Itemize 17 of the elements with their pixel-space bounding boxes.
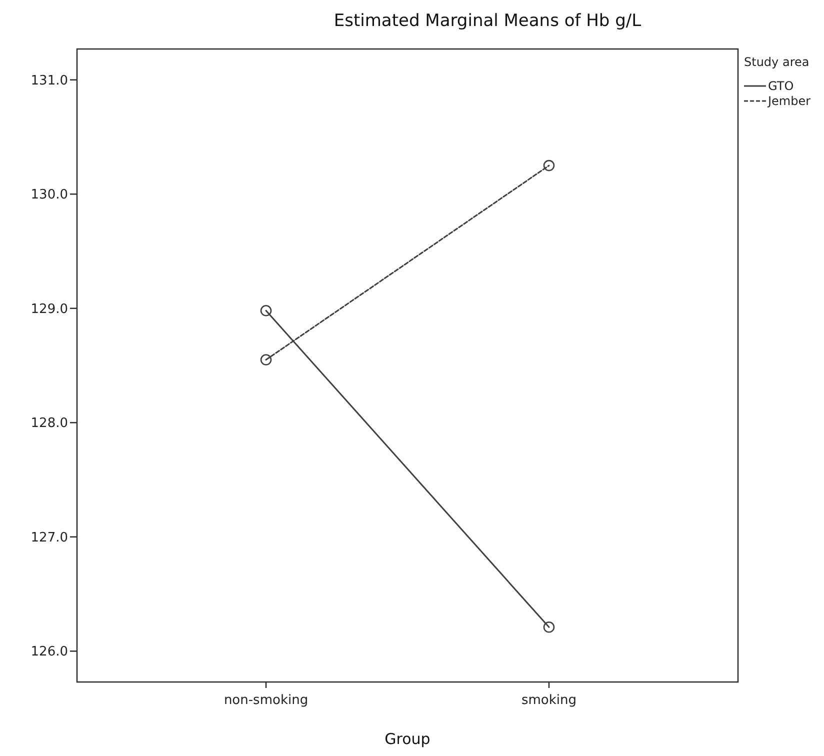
x-tick-label: non-smoking bbox=[224, 693, 308, 708]
chart-title: Estimated Marginal Means of Hb g/L bbox=[334, 11, 642, 31]
legend-label: Jember bbox=[767, 94, 811, 108]
point bbox=[543, 160, 555, 172]
legend-title: Study area bbox=[744, 55, 810, 69]
y-tick-label: 128.0 bbox=[30, 416, 68, 432]
y-tick-label: 127.0 bbox=[30, 530, 68, 546]
x-tick-label: smoking bbox=[521, 693, 576, 708]
x-axis-title: Group bbox=[384, 730, 430, 748]
point bbox=[543, 622, 555, 633]
point bbox=[260, 305, 272, 316]
y-tick-label: 129.0 bbox=[30, 302, 68, 317]
y-tick-label: 130.0 bbox=[30, 188, 68, 203]
legend-label: GTO bbox=[768, 79, 794, 94]
y-tick-label: 126.0 bbox=[30, 644, 68, 660]
point bbox=[260, 354, 272, 366]
y-tick-label: 131.0 bbox=[30, 73, 68, 88]
